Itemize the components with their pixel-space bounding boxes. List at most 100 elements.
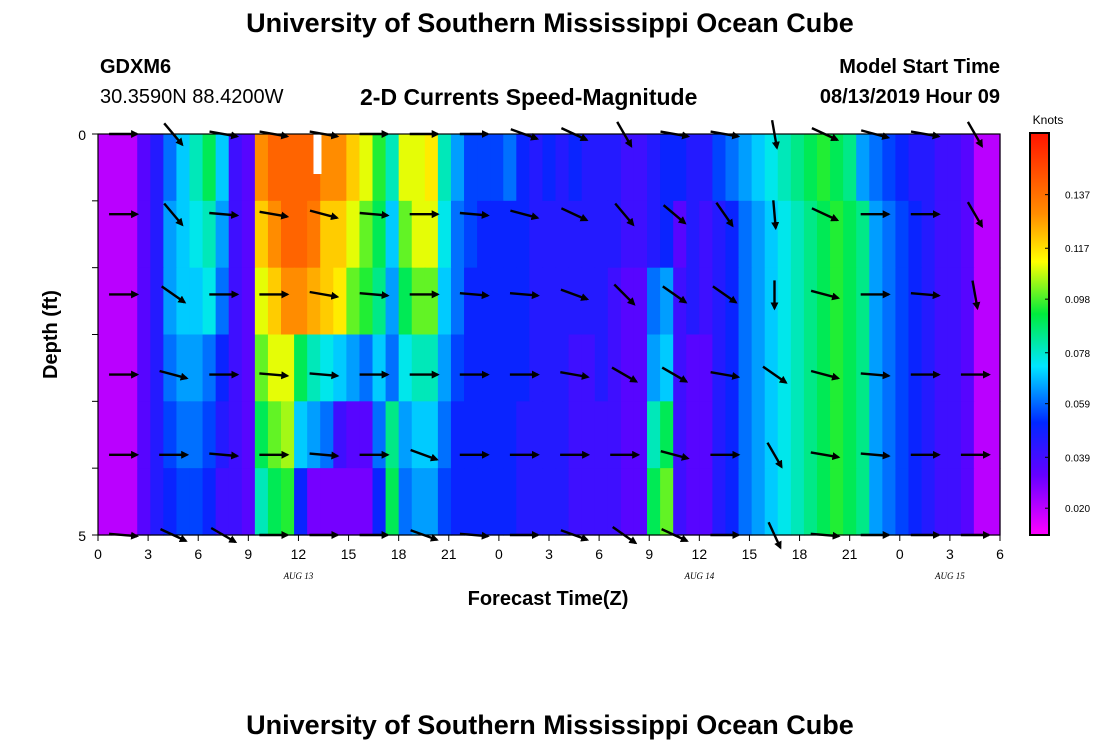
heatmap-cell	[202, 401, 217, 469]
heatmap-cell	[620, 468, 635, 536]
heatmap-cell	[830, 401, 844, 469]
heatmap-cell	[490, 401, 504, 469]
heatmap-cell	[777, 334, 792, 402]
heatmap-cell	[516, 334, 530, 402]
heatmap-cell	[660, 134, 674, 202]
colorbar-tick-label: 0.117	[1065, 244, 1090, 255]
heatmap-cell	[607, 134, 622, 202]
current-vector	[860, 451, 891, 460]
heatmap-cell	[856, 401, 870, 469]
heatmap-cell	[267, 267, 282, 336]
heatmap-cell	[673, 334, 687, 402]
heatmap-cell	[660, 267, 674, 336]
heatmap-cell	[660, 468, 674, 536]
heatmap-cell	[163, 200, 178, 269]
heatmap-cell	[150, 200, 164, 269]
x-tick-label: 18	[792, 546, 808, 562]
date-label: AUG 14	[683, 571, 714, 581]
heatmap-cell	[202, 134, 217, 202]
heatmap-cell	[398, 334, 413, 402]
current-vector	[971, 280, 981, 311]
heatmap-cell	[189, 401, 204, 469]
heatmap-cell	[163, 334, 178, 402]
x-tick-label: 15	[742, 546, 758, 562]
heatmap-cell	[607, 401, 622, 469]
date-label: AUG 15	[934, 571, 965, 581]
heatmap-cell	[816, 334, 831, 402]
heatmap-cell	[712, 200, 727, 269]
heatmap-cell	[189, 200, 204, 269]
heatmap-cell	[686, 134, 700, 202]
current-vector	[163, 202, 184, 227]
heatmap-cell	[895, 267, 910, 336]
heatmap-cell	[228, 468, 243, 536]
heatmap-cell	[450, 468, 465, 536]
heatmap-cell	[150, 468, 164, 536]
heatmap-cell	[137, 401, 151, 469]
heatmap-cell	[450, 200, 465, 269]
colorbar-tick-label: 0.039	[1065, 453, 1090, 464]
heatmap-cell	[385, 468, 400, 536]
heatmap-cell	[477, 401, 491, 469]
heatmap-cell	[281, 134, 295, 202]
heatmap-cell	[320, 200, 334, 269]
heatmap-cell	[503, 468, 517, 536]
x-tick-label: 0	[896, 546, 904, 562]
heatmap-cell	[516, 134, 530, 202]
heatmap-cell	[921, 200, 936, 269]
heatmap-cell	[490, 134, 504, 202]
heatmap-cell	[647, 134, 661, 202]
heatmap-cell	[751, 334, 766, 402]
heatmap-cell	[228, 334, 243, 402]
heatmap-cell	[294, 267, 308, 336]
current-vector	[710, 371, 741, 380]
heatmap-cell	[960, 334, 975, 402]
heatmap-cell	[568, 468, 583, 536]
heatmap-cell	[307, 200, 321, 269]
heatmap-cell	[137, 200, 151, 269]
heatmap-cell	[98, 200, 112, 269]
current-vector	[209, 210, 240, 219]
x-tick-label: 9	[645, 546, 653, 562]
current-vector	[359, 291, 390, 300]
colorbar-gradient	[1029, 132, 1050, 536]
heatmap-cell	[660, 200, 674, 269]
heatmap-cell	[816, 401, 831, 469]
heatmap-cell	[973, 267, 988, 336]
heatmap-cell	[215, 134, 230, 202]
heatmap-cell	[751, 200, 766, 269]
heatmap-cell	[490, 267, 504, 336]
heatmap-cell	[241, 401, 256, 469]
heatmap-cell	[437, 134, 452, 202]
colorbar-tick-label: 0.020	[1065, 504, 1090, 515]
heatmap-cell	[908, 134, 923, 202]
heatmap-cell	[568, 267, 583, 336]
heatmap-cell	[934, 200, 949, 269]
heatmap-cell	[856, 334, 870, 402]
heatmap-cell	[803, 200, 818, 269]
heatmap-cell	[411, 200, 426, 269]
heatmap-cell	[647, 401, 661, 469]
heatmap-cell	[908, 334, 923, 402]
heatmap-cell	[137, 134, 151, 202]
heatmap-cell	[594, 334, 609, 402]
current-vector	[459, 210, 490, 219]
heatmap-cell	[620, 134, 635, 202]
x-tick-label: 18	[391, 546, 407, 562]
heatmap-cell	[398, 401, 413, 469]
heatmap-cell	[869, 134, 883, 202]
y-tick-label: 0	[78, 127, 86, 143]
heatmap-cell	[529, 334, 544, 402]
heatmap-cell	[542, 200, 557, 269]
current-vector	[614, 202, 635, 227]
heatmap-cell	[320, 267, 334, 336]
heatmap-cell	[490, 334, 504, 402]
heatmap-cell	[803, 334, 818, 402]
heatmap-cell	[529, 267, 544, 336]
heatmap-cell	[830, 134, 844, 202]
heatmap-cell	[307, 334, 321, 402]
colorbar-unit-label: Knots	[1033, 113, 1064, 127]
x-tick-label: 21	[842, 546, 858, 562]
heatmap-cell	[346, 134, 361, 202]
